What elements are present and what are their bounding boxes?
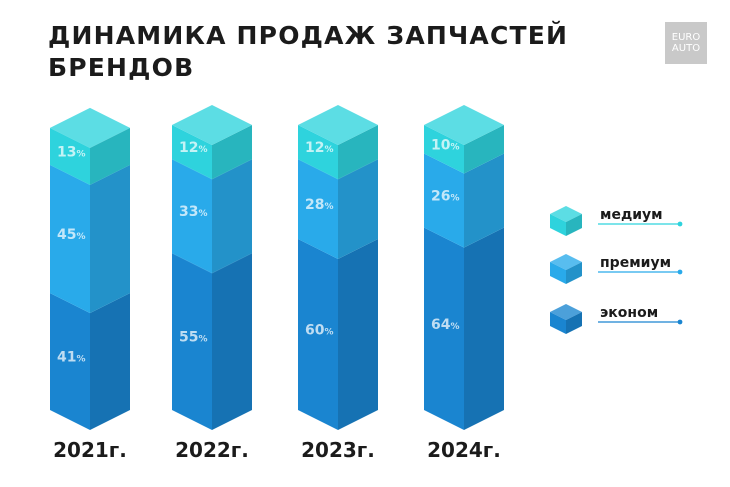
bar-top-face [50, 107, 130, 148]
bar-segment-эконом-2023г.: 60% [298, 239, 378, 430]
bar-segment-эконом-2022г.: 55% [172, 253, 252, 430]
value-label: 26% [431, 189, 460, 205]
legend-label: эконом [600, 305, 658, 321]
bar-side-face [212, 253, 252, 430]
value-label: 45% [57, 227, 86, 243]
category-label: 2022г. [175, 438, 249, 462]
chart-bars: 41% 45% 13% 55% 33% 12% 60% 28% 12% 64% 26% 10% [50, 105, 504, 430]
bar-segment-медиум-2023г.: 12% [298, 105, 378, 180]
legend-cube-left [550, 214, 566, 236]
bar-segment-эконом-2024г.: 64% [424, 227, 504, 430]
value-label: 12% [305, 140, 334, 156]
legend-cube-left [550, 312, 566, 334]
euroauto-logo: EURO AUTO [665, 22, 707, 64]
value-label: 64% [431, 317, 460, 333]
category-label: 2021г. [53, 438, 127, 462]
value-label: 13% [57, 144, 86, 160]
chart-title-line-1: ДИНАМИКА ПРОДАЖ ЗАПЧАСТЕЙ [48, 21, 569, 50]
bar-side-face [338, 239, 378, 430]
chart-title-line-2: БРЕНДОВ [48, 53, 195, 82]
logo-line-2: AUTO [671, 43, 701, 54]
legend-dot [677, 221, 683, 227]
bar-top-face [298, 105, 378, 145]
bar-segment-медиум-2024г.: 10% [424, 105, 504, 174]
bar-side-face [464, 153, 504, 248]
bar-top-face [172, 105, 252, 145]
bar-front-face [172, 159, 212, 274]
bar-side-face [90, 127, 130, 185]
bar-front-face [50, 127, 90, 185]
bar-front-face [424, 125, 464, 174]
bar-side-face [90, 164, 130, 314]
bar-segment-медиум-2022г.: 12% [172, 105, 252, 180]
legend-dot [677, 269, 683, 275]
bar-side-face [338, 125, 378, 180]
bar-segment-медиум-2021г.: 13% [50, 107, 130, 185]
bar-front-face [50, 293, 90, 430]
category-label: 2024г. [427, 438, 501, 462]
legend-item-премиум: премиум [550, 254, 683, 284]
bar-side-face [464, 227, 504, 430]
bar-front-face [50, 164, 90, 314]
bar-top-face [424, 105, 504, 145]
chart-category-labels: 2021г. 2022г. 2023г. 2024г. [53, 438, 501, 462]
legend-dot [677, 319, 683, 325]
value-label: 41% [57, 350, 86, 366]
legend-cube-right [566, 262, 582, 284]
value-label: 33% [179, 204, 208, 220]
bar-side-face [212, 125, 252, 180]
bar-segment-эконом-2021г.: 41% [50, 293, 130, 430]
bar-front-face [172, 253, 212, 430]
bar-segment-премиум-2021г.: 45% [50, 164, 130, 314]
bar-front-face [298, 239, 338, 430]
chart-title: ДИНАМИКА ПРОДАЖ ЗАПЧАСТЕЙ БРЕНДОВ [48, 20, 568, 84]
legend-cube-left [550, 262, 566, 284]
legend-cube-right [566, 214, 582, 236]
bar-side-face [338, 159, 378, 259]
chart-legend: медиум премиум эконом [550, 206, 683, 334]
value-label: 28% [305, 197, 334, 213]
bar-side-face [212, 159, 252, 274]
legend-cube-right [566, 312, 582, 334]
bar-side-face [464, 125, 504, 174]
bar-front-face [424, 227, 464, 430]
category-label: 2023г. [301, 438, 375, 462]
value-label: 12% [179, 140, 208, 156]
value-label: 10% [431, 137, 460, 153]
bar-front-face [298, 125, 338, 180]
bar-side-face [90, 293, 130, 430]
legend-item-медиум: медиум [550, 206, 683, 236]
bar-front-face [424, 153, 464, 248]
bar-segment-премиум-2022г.: 33% [172, 159, 252, 274]
logo-line-1: EURO [671, 32, 701, 43]
value-label: 60% [305, 323, 334, 339]
bar-front-face [172, 125, 212, 180]
bar-front-face [298, 159, 338, 259]
legend-label: медиум [600, 207, 663, 223]
legend-label: премиум [600, 255, 671, 271]
bar-segment-премиум-2023г.: 28% [298, 159, 378, 259]
bar-segment-премиум-2024г.: 26% [424, 153, 504, 248]
legend-item-эконом: эконом [550, 304, 683, 334]
value-label: 55% [179, 330, 208, 346]
